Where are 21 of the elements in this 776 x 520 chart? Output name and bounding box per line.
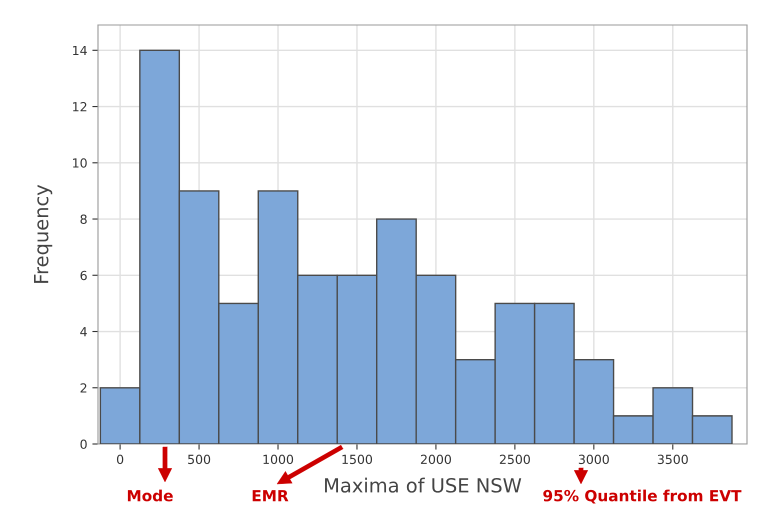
y-tick-label: 0: [80, 439, 87, 449]
x-axis-title: Maxima of USE NSW: [325, 478, 522, 493]
x-tick-label: 500: [188, 454, 210, 464]
x-tick-label: 3500: [658, 454, 688, 464]
y-tick-label: 10: [73, 158, 87, 168]
y-tick-label: 14: [73, 46, 87, 56]
x-tick-label: 2500: [500, 454, 530, 464]
x-tick-label: 2000: [420, 454, 451, 464]
y-axis-title: Frequency: [34, 184, 52, 283]
text: 95% Quantile from EVT: [543, 490, 742, 504]
text: Mode: [128, 490, 173, 502]
x-tick-label: 1500: [342, 454, 372, 464]
y-tick-label: 12: [73, 102, 86, 112]
x-tick-label: 3000: [578, 454, 609, 464]
text: EMR: [252, 490, 288, 502]
x-tick-label: 0: [116, 454, 124, 464]
y-tick-label: 8: [80, 214, 87, 224]
y-tick-label: 2: [80, 383, 86, 393]
y-tick-label: 6: [80, 270, 87, 280]
x-tick-label: 1000: [263, 454, 294, 464]
y-tick-label: 4: [80, 327, 87, 336]
